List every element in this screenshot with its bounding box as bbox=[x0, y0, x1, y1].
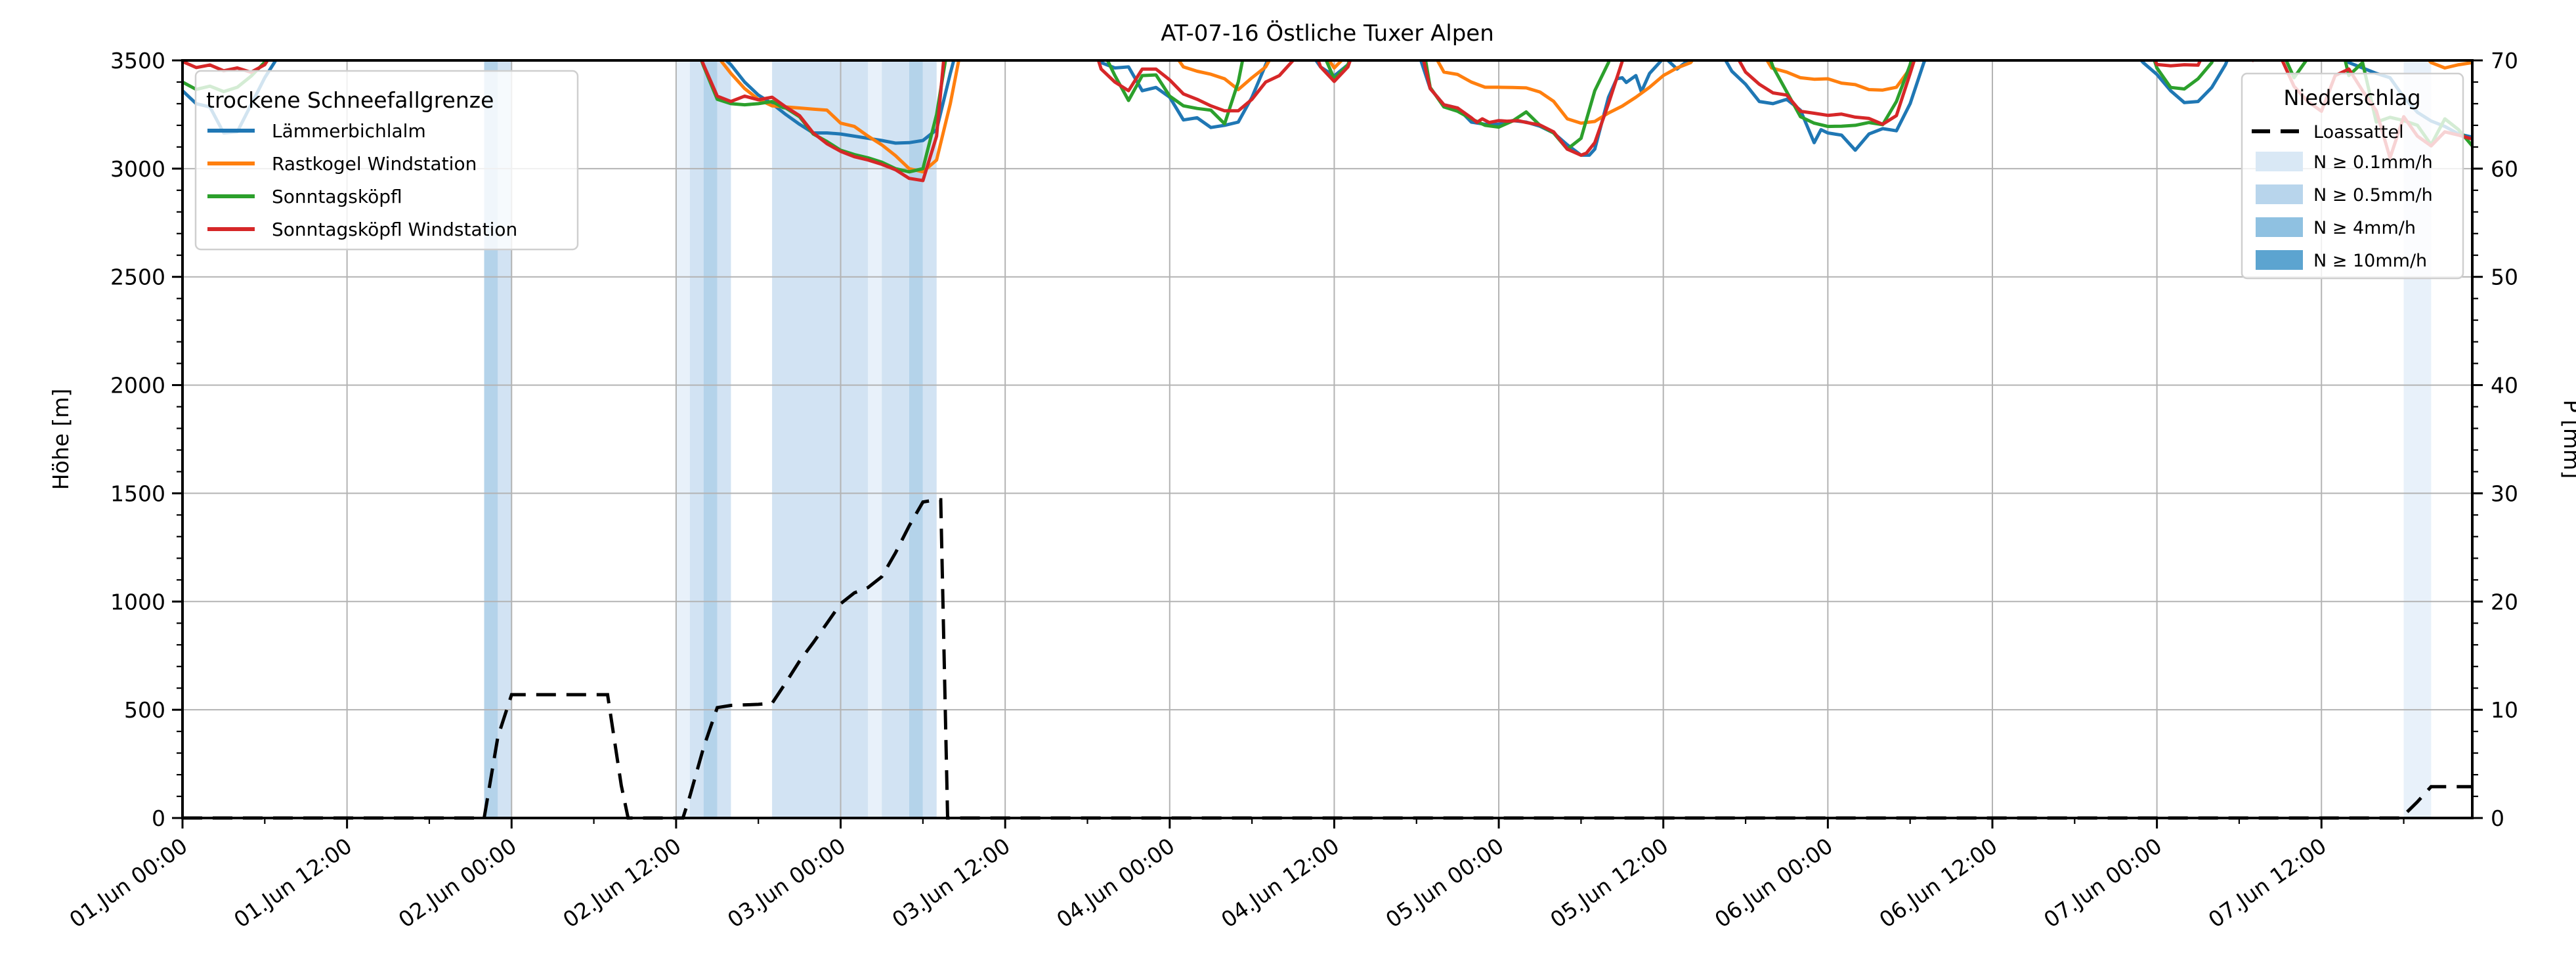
legend-item-0: Lämmerbichlalm bbox=[207, 120, 426, 142]
precip-band-ge-0.5mmh bbox=[922, 60, 937, 818]
legend-snowline-title: trockene Schneefallgrenze bbox=[206, 87, 494, 113]
series-line-1 bbox=[718, 60, 2472, 174]
precip-band-ge-0.5mmh bbox=[772, 60, 869, 818]
y-right-tick-label: 10 bbox=[2491, 697, 2518, 723]
precip-bands bbox=[484, 60, 2432, 818]
x-tick-label: 03.Jun 12:00 bbox=[888, 833, 1015, 933]
legend-patch-swatch bbox=[2256, 217, 2303, 237]
precip-band-ge-0.1mmh bbox=[676, 60, 690, 818]
y-right-tick-label: 50 bbox=[2491, 265, 2518, 290]
y-right-tick-label: 40 bbox=[2491, 373, 2518, 398]
y-right-tick-label: 70 bbox=[2491, 48, 2518, 74]
legend-item-label: Sonntagsköpfl Windstation bbox=[272, 219, 517, 240]
legend-precip-level-2: N ≥ 4mm/h bbox=[2256, 217, 2416, 238]
legend-item-label: Sonntagsköpfl bbox=[272, 186, 402, 207]
y-left-tick-label: 2500 bbox=[110, 265, 165, 290]
precip-band-ge-0.5mmh bbox=[882, 60, 909, 818]
precip-band-ge-4mmh bbox=[703, 60, 718, 818]
legend-item-label: Lämmerbichlalm bbox=[272, 120, 426, 142]
precip-band-ge-0.5mmh bbox=[689, 60, 704, 818]
legend-item-2: Sonntagsköpfl bbox=[207, 186, 402, 207]
y-left-tick-label: 0 bbox=[152, 806, 165, 831]
y-left-tick-label: 3000 bbox=[110, 156, 165, 182]
y-left-tick-label: 1500 bbox=[110, 481, 165, 506]
chart-title: AT-07-16 Östliche Tuxer Alpen bbox=[1161, 20, 1494, 47]
y-left-tick-label: 3500 bbox=[110, 48, 165, 74]
legend-precip-title: Niederschlag bbox=[2283, 85, 2420, 110]
x-tick-label: 01.Jun 00:00 bbox=[64, 833, 192, 933]
legend-level-label: N ≥ 10mm/h bbox=[2313, 251, 2427, 271]
y-right-tick-label: 30 bbox=[2491, 481, 2518, 506]
x-tick-label: 01.Jun 12:00 bbox=[229, 833, 356, 933]
legend-precip-level-3: N ≥ 10mm/h bbox=[2256, 250, 2427, 271]
y-right-tick-label: 0 bbox=[2491, 806, 2504, 831]
x-tick-label: 02.Jun 00:00 bbox=[394, 833, 521, 933]
x-tick-label: 05.Jun 12:00 bbox=[1545, 833, 1673, 933]
y-axis-label-right: P [mm] bbox=[2559, 400, 2576, 479]
legend-item-3: Sonntagsköpfl Windstation bbox=[207, 219, 517, 240]
series-line-3 bbox=[182, 60, 2472, 183]
x-tick-label: 02.Jun 12:00 bbox=[558, 833, 685, 933]
x-tick-label: 03.Jun 00:00 bbox=[723, 833, 850, 933]
legend-snowline: trockene Schneefallgrenze Lämmerbichlalm R… bbox=[194, 70, 579, 251]
axes-spines bbox=[181, 59, 2474, 819]
legend-level-label: N ≥ 0.5mm/h bbox=[2313, 185, 2433, 205]
legend-level-label: N ≥ 0.1mm/h bbox=[2313, 152, 2433, 173]
precip-band-ge-0.5mmh bbox=[717, 60, 731, 818]
legend-loassattel-label: Loassattel bbox=[2313, 122, 2404, 142]
y-right-tick-label: 60 bbox=[2491, 156, 2518, 182]
legend-item-label: Rastkogel Windstation bbox=[272, 153, 477, 175]
legend-patch-swatch bbox=[2256, 152, 2303, 171]
legend-item-1: Rastkogel Windstation bbox=[207, 153, 477, 175]
legend-precip: Niederschlag Loassattel N ≥ 0.1mm/h N ≥ 0.5… bbox=[2241, 72, 2464, 280]
x-tick-label: 07.Jun 00:00 bbox=[2039, 833, 2166, 933]
x-tick-label: 06.Jun 00:00 bbox=[1710, 833, 1837, 933]
precip-band-ge-0.1mmh bbox=[868, 60, 882, 818]
precip-band-ge-4mmh bbox=[909, 60, 923, 818]
legend-snowline-box bbox=[194, 70, 579, 251]
loassattel-precip-line bbox=[182, 498, 2472, 820]
y-left-tick-label: 1000 bbox=[110, 589, 165, 614]
legend-precip-level-1: N ≥ 0.5mm/h bbox=[2256, 184, 2433, 205]
y-axis-label-left: Höhe [m] bbox=[48, 389, 74, 490]
legend-level-label: N ≥ 4mm/h bbox=[2313, 218, 2416, 238]
x-tick-label: 05.Jun 00:00 bbox=[1381, 833, 1509, 933]
x-tick-label: 04.Jun 12:00 bbox=[1216, 833, 1344, 933]
plot-area: 0 500 1000 1500 2000 2500 3000 3500 0 10 20 30 40 50 6… bbox=[64, 48, 2518, 933]
x-tick-label: 06.Jun 12:00 bbox=[1874, 833, 2002, 933]
y-right-tick-label: 20 bbox=[2491, 589, 2518, 614]
legend-patch-swatch bbox=[2256, 184, 2303, 204]
legend-patch-swatch bbox=[2256, 250, 2303, 270]
y-left-tick-label: 2000 bbox=[110, 373, 165, 398]
legend-precip-level-0: N ≥ 0.1mm/h bbox=[2256, 152, 2433, 173]
x-tick-label: 07.Jun 12:00 bbox=[2204, 833, 2331, 933]
x-tick-label: 04.Jun 00:00 bbox=[1052, 833, 1179, 933]
y-left-tick-label: 500 bbox=[124, 697, 165, 723]
axis-ticks bbox=[172, 59, 2483, 829]
